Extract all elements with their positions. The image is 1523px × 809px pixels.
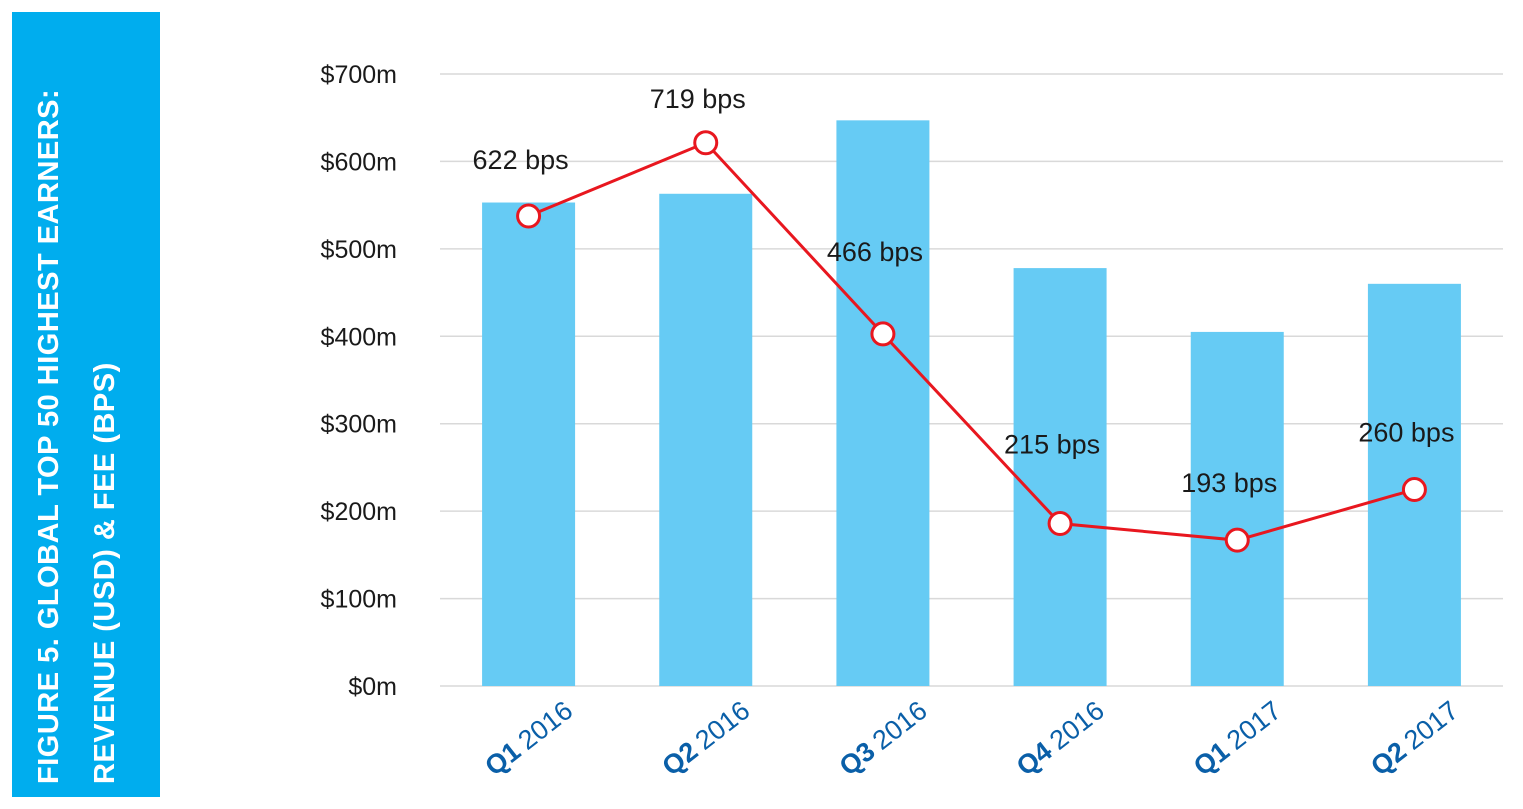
fee-point [1047,511,1073,537]
revenue-bars [482,120,1461,686]
fee-point [1224,527,1250,553]
x-tick-year: 2016 [512,695,578,756]
x-tick-year: 2016 [690,695,756,756]
title-panel: FIGURE 5. GLOBAL TOP 50 HIGHEST EARNERS:… [12,12,160,797]
fee-point [516,203,542,229]
x-tick-year: 2017 [1221,695,1287,756]
fee-point [1401,477,1427,503]
fee-data-label: 260 bps [1358,418,1454,448]
y-tick-label: $700m [321,61,397,89]
y-axis-ticks: $0m $100m $200m $300m $400m $500m $600m $700m [321,61,397,701]
y-tick-label: $300m [321,411,397,439]
x-tick-label: Q12017 [1188,695,1287,782]
fee-line-path [528,140,1415,542]
revenue-bar [836,120,930,686]
x-tick-quarter: Q1 [1188,736,1235,782]
x-tick-quarter: Q2 [1365,736,1412,782]
x-tick-label: Q32016 [834,695,933,782]
x-tick-quarter: Q3 [834,736,881,782]
fee-data-label: 193 bps [1181,468,1277,498]
x-tick-quarter: Q4 [1011,736,1058,782]
y-tick-label: $500m [321,236,397,264]
y-tick-label: $600m [321,148,397,176]
revenue-bar [1190,331,1284,686]
fee-data-label: 622 bps [473,145,569,175]
fee-labels: 622 bps 719 bps 466 bps 215 bps 193 bps 260 b… [473,84,1455,498]
grid-lines [440,73,1503,687]
fee-data-label: 215 bps [1004,430,1100,460]
fee-point [870,321,896,347]
revenue-bar [1013,268,1107,686]
x-tick-label: Q12016 [479,695,578,782]
x-tick-quarter: Q2 [657,736,704,782]
x-tick-year: 2016 [867,695,933,756]
x-tick-year: 2016 [1044,695,1110,756]
y-tick-label: $200m [321,498,397,526]
fee-point [693,130,719,156]
x-tick-quarter: Q1 [479,736,526,782]
y-tick-label: $400m [321,323,397,351]
x-tick-label: Q42016 [1011,695,1110,782]
x-tick-year: 2017 [1398,695,1464,756]
fee-data-label: 719 bps [650,84,746,114]
x-tick-label: Q22017 [1365,695,1464,782]
fee-line [516,130,1427,553]
y-tick-label: $100m [321,586,397,614]
fee-data-label: 466 bps [827,237,923,267]
y-tick-label: $0m [348,673,397,701]
x-tick-label: Q22016 [657,695,756,782]
revenue-bar [482,202,576,686]
revenue-bar [659,193,753,686]
